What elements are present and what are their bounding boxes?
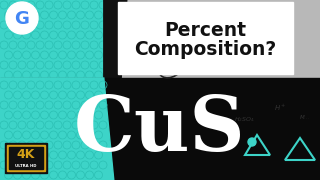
Bar [262,16,267,36]
Bar [118,2,293,74]
Text: Percent
Composition?: Percent Composition? [134,21,276,59]
Text: $H_3O^+$: $H_3O^+$ [208,3,232,17]
Bar [0,0,109,180]
Text: G: G [15,10,29,28]
Bar [279,32,284,37]
Polygon shape [0,78,114,180]
Text: $H^+$: $H^+$ [274,103,286,113]
Circle shape [6,2,38,34]
Bar [0,78,320,180]
Text: $S_8$: $S_8$ [180,24,190,36]
Bar [5,143,47,173]
Text: CuS: CuS [74,93,246,167]
Text: 4K: 4K [17,148,35,161]
Bar [262,32,267,37]
Bar [7,145,45,171]
Circle shape [248,138,256,146]
Text: $H_2SO_4$: $H_2SO_4$ [235,116,255,124]
Text: $H_2O$: $H_2O$ [177,7,193,17]
Polygon shape [104,0,127,180]
Bar [279,16,284,36]
Text: $HCO_3^-$: $HCO_3^-$ [259,4,281,15]
Text: $H_2O$: $H_2O$ [213,31,227,39]
Text: ULTRA HD: ULTRA HD [15,164,37,168]
Text: $M_{...}$: $M_{...}$ [299,114,311,122]
Bar [109,0,320,180]
Bar [9,147,43,169]
